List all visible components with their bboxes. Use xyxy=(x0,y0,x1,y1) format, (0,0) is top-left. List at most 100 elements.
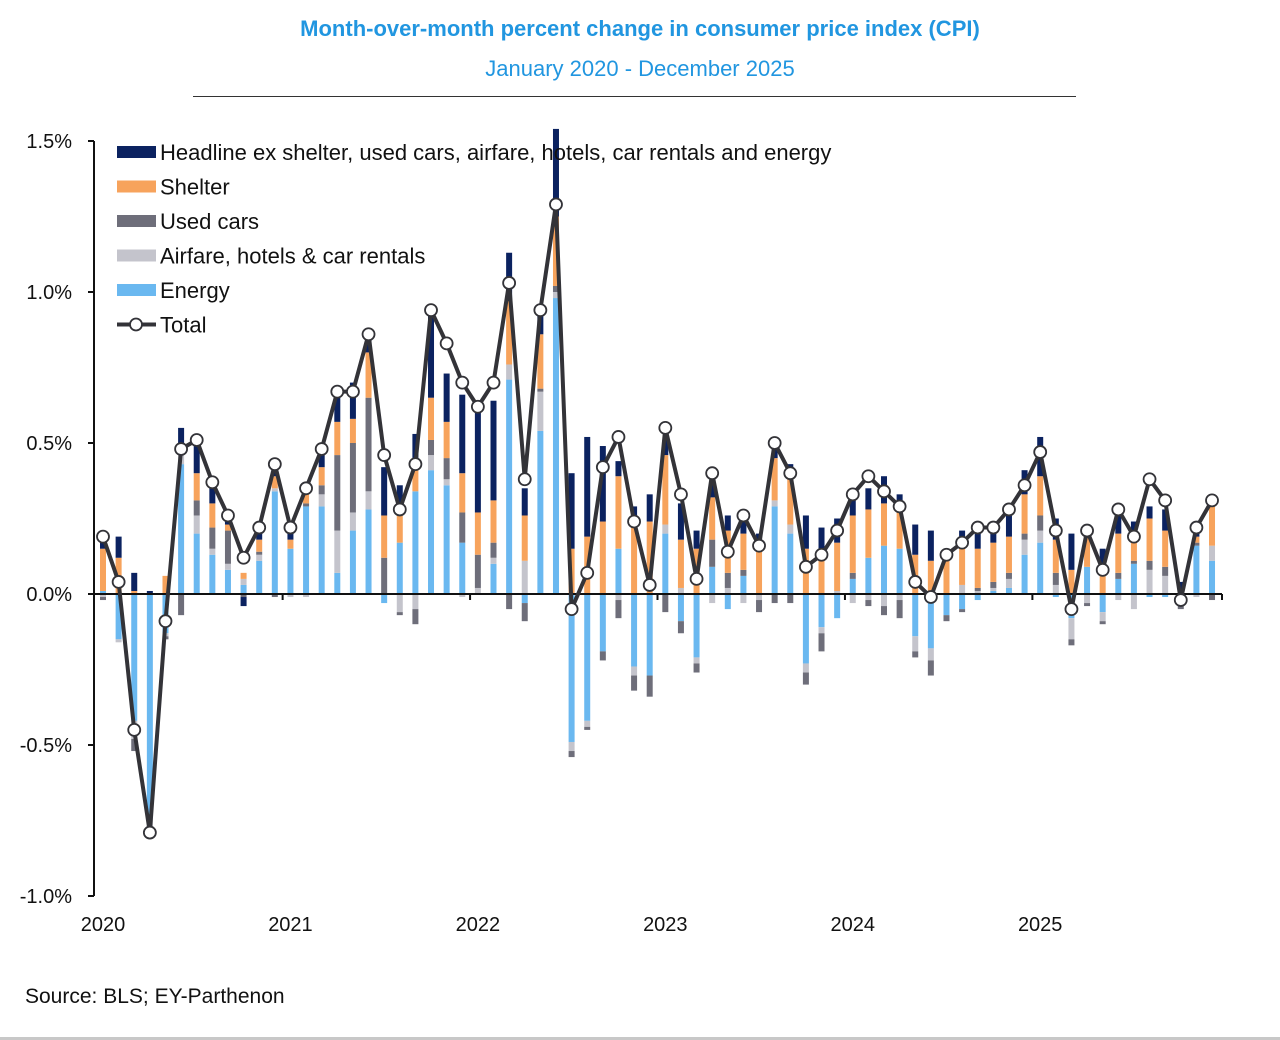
bar-segment xyxy=(990,542,997,582)
bar-segment xyxy=(1052,584,1059,594)
legend-swatch xyxy=(117,146,156,158)
total-point xyxy=(549,197,563,212)
total-point xyxy=(642,578,657,592)
bar-segment xyxy=(568,741,575,752)
bar-segment xyxy=(1099,612,1106,622)
total-point xyxy=(1017,478,1032,493)
bar-segment xyxy=(1052,572,1059,585)
total-point xyxy=(955,535,969,550)
legend-label: Shelter xyxy=(160,175,230,200)
bar-segment xyxy=(818,527,825,552)
total-point xyxy=(502,276,517,290)
bar-segment xyxy=(1099,621,1106,625)
bar-segment xyxy=(334,394,341,422)
bar-segment xyxy=(1130,560,1137,564)
x-tick-label: 2022 xyxy=(456,914,501,936)
bar-segment xyxy=(506,379,513,594)
bar-segment xyxy=(224,569,231,594)
bar-segment xyxy=(209,527,216,549)
bar-segment xyxy=(1037,476,1044,516)
bar-segment xyxy=(443,373,450,422)
bar-segment xyxy=(646,594,653,676)
total-point xyxy=(861,469,876,484)
bar-segment xyxy=(1162,530,1169,567)
legend-label: Total xyxy=(160,313,206,338)
total-point xyxy=(1189,520,1204,535)
bar-segment xyxy=(865,600,872,607)
legend-swatch xyxy=(117,284,156,296)
bar-segment xyxy=(412,609,419,625)
bar-segment xyxy=(521,594,528,604)
bar-segment xyxy=(115,536,122,558)
bar-segment xyxy=(1146,560,1153,570)
bar-segment xyxy=(521,603,528,622)
bar-segment xyxy=(287,548,294,594)
chart-title: Month-over-month percent change in consu… xyxy=(300,16,980,41)
bar-segment xyxy=(552,285,559,292)
total-point xyxy=(814,547,829,562)
total-point xyxy=(158,614,173,629)
bar-segment xyxy=(506,594,513,610)
bar-segment xyxy=(318,506,325,594)
bar-segment xyxy=(1177,606,1184,610)
bar-segment xyxy=(1068,569,1075,594)
bar-segment xyxy=(209,554,216,594)
bar-segment xyxy=(1162,594,1169,598)
bar-segment xyxy=(974,590,981,594)
bar-segment xyxy=(1162,566,1169,576)
bar-segment xyxy=(521,488,528,516)
bar-segment xyxy=(771,506,778,594)
bar-segment xyxy=(381,467,388,516)
x-tick-label: 2021 xyxy=(268,914,313,936)
bar-segment xyxy=(193,473,200,501)
total-point xyxy=(986,520,1001,535)
legend: Headline ex shelter, used cars, airfare,… xyxy=(117,140,831,338)
bar-segment xyxy=(584,720,591,727)
bar-segment xyxy=(662,594,669,613)
bar-segment xyxy=(1037,515,1044,531)
total-point xyxy=(424,303,438,318)
total-point xyxy=(127,723,142,737)
total-point xyxy=(908,575,923,589)
bar-segment xyxy=(349,530,356,594)
bar-segment xyxy=(1052,539,1059,573)
bar-segment xyxy=(1146,569,1153,594)
bar-segment xyxy=(974,524,981,549)
bar-segment xyxy=(412,594,419,610)
bar-segment xyxy=(1193,542,1200,546)
bar-segment xyxy=(178,464,185,594)
bar-segment xyxy=(506,301,513,365)
bar-segment xyxy=(349,512,356,531)
bar-segment xyxy=(881,545,887,594)
bar-segment xyxy=(303,494,310,504)
total-point xyxy=(439,336,454,351)
bar-segment xyxy=(271,491,278,594)
legend-label: Airfare, hotels & car rentals xyxy=(160,244,425,269)
bar-segment xyxy=(756,594,763,601)
bar-segment xyxy=(631,666,638,676)
bar-segment xyxy=(1068,618,1075,640)
y-tick-label: 0.5% xyxy=(26,433,72,455)
bar-segment xyxy=(287,539,294,549)
bar-segment xyxy=(1209,503,1216,546)
total-point xyxy=(877,484,891,499)
bar-segment xyxy=(568,594,575,742)
bar-segment xyxy=(677,539,684,588)
bar-segment xyxy=(662,533,669,594)
x-tick-label: 2025 xyxy=(1018,914,1063,936)
bar-segment xyxy=(615,476,622,549)
bar-segment xyxy=(381,515,388,558)
bar-segment xyxy=(927,648,934,661)
bar-segment xyxy=(740,575,747,594)
bar-segment xyxy=(209,548,216,555)
bar-segment xyxy=(396,594,403,613)
bar-segment xyxy=(1084,566,1091,594)
bar-segment xyxy=(552,292,559,299)
bar-segment xyxy=(771,500,778,507)
y-tick-label: -1.0% xyxy=(20,886,72,908)
bar-segment xyxy=(1193,545,1200,594)
bar-segment xyxy=(615,548,622,594)
bar-segment xyxy=(474,554,481,588)
legend-swatch xyxy=(117,215,156,227)
bar-segment xyxy=(631,675,638,691)
